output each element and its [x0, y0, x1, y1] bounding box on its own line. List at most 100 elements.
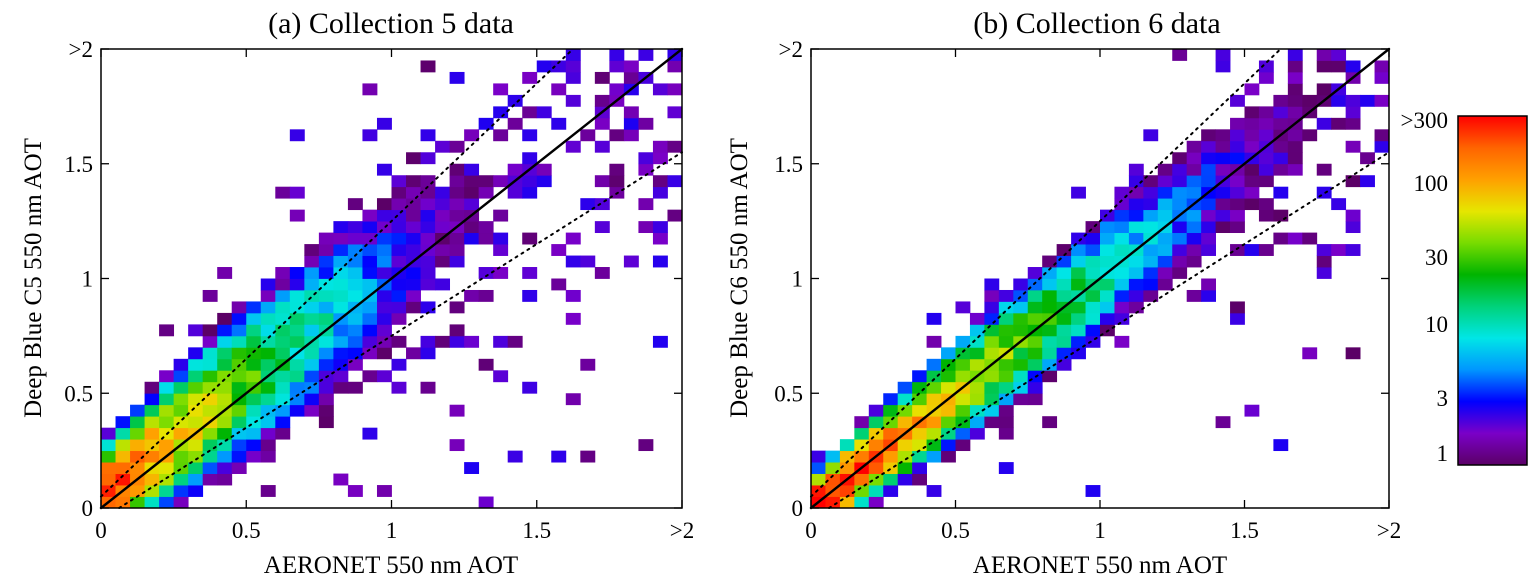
- heatmap-cell: [275, 289, 291, 302]
- heatmap-cell: [246, 370, 262, 383]
- heatmap-cell: [130, 439, 145, 452]
- heatmap-cell: [811, 485, 826, 497]
- heatmap-cell: [202, 439, 218, 452]
- heatmap-cell: [1215, 198, 1231, 211]
- heatmap-cell: [1013, 393, 1029, 406]
- heatmap-cell: [1302, 94, 1318, 107]
- heatmap-cell: [912, 370, 927, 383]
- heatmap-cell: [667, 140, 683, 153]
- heatmap-cell: [1100, 232, 1115, 245]
- heatmap-cell: [1157, 209, 1173, 222]
- heatmap-cell: [275, 427, 291, 440]
- heatmap-cell: [1114, 289, 1130, 302]
- heatmap-cell: [420, 198, 436, 211]
- heatmap-cell: [1071, 312, 1086, 325]
- heatmap-cell: [115, 473, 131, 486]
- heatmap-cell: [1172, 244, 1188, 256]
- heatmap-cell: [623, 117, 639, 130]
- colorbar: 1 3 10 30 100 >300: [1401, 108, 1528, 466]
- heatmap-cell: [202, 358, 218, 371]
- heatmap-cell: [1128, 198, 1144, 211]
- heatmap-cell: [260, 439, 276, 452]
- heatmap-cell: [246, 393, 262, 406]
- heatmap-cell: [912, 393, 927, 406]
- heatmap-cell: [1287, 106, 1303, 119]
- heatmap-cell: [1027, 335, 1043, 348]
- heatmap-cell: [362, 255, 378, 268]
- heatmap-cell: [638, 198, 654, 211]
- heatmap-cell: [1056, 267, 1072, 279]
- heatmap-cell: [1056, 335, 1072, 348]
- heatmap-cell: [1100, 301, 1115, 314]
- heatmap-cell: [1230, 312, 1245, 325]
- heatmap-cell: [275, 347, 291, 360]
- heatmap-cell: [507, 186, 523, 199]
- heatmap-cell: [289, 209, 305, 222]
- heatmap-cell: [289, 301, 305, 314]
- heatmap-cell: [173, 473, 189, 486]
- heatmap-cell: [333, 381, 349, 394]
- heatmap-cell: [1056, 244, 1072, 256]
- heatmap-cell: [941, 381, 956, 394]
- heatmap-cell: [1013, 278, 1029, 291]
- heatmap-cell: [811, 462, 826, 474]
- heatmap-cell: [1345, 175, 1361, 188]
- heatmap-cell: [246, 416, 262, 429]
- y-tick-label: 0: [792, 496, 804, 521]
- heatmap-cell: [1085, 312, 1101, 325]
- heatmap-cell: [1201, 221, 1216, 234]
- heatmap-cell: [507, 450, 523, 463]
- heatmap-cell: [941, 347, 956, 360]
- heatmap-cell: [275, 404, 291, 417]
- heatmap-cell: [1013, 347, 1029, 360]
- heatmap-cell: [1114, 221, 1130, 234]
- heatmap-cell: [144, 404, 160, 417]
- heatmap-cell: [391, 175, 407, 188]
- heatmap-cell: [347, 244, 363, 256]
- heatmap-cell: [130, 416, 145, 429]
- heatmap-cell: [289, 324, 305, 337]
- heatmap-cell: [1056, 278, 1072, 291]
- heatmap-cell: [275, 278, 291, 291]
- heatmap-cell: [926, 439, 942, 452]
- panel-a-reference-lines: [99, 47, 684, 510]
- heatmap-cell: [1100, 255, 1115, 268]
- heatmap-cell: [188, 485, 204, 497]
- heatmap-cell: [811, 450, 826, 463]
- panel-a-ticks: 00 0.5 0.5 1 1 1.5 1.5 >2 >2: [64, 37, 694, 543]
- heatmap-cell: [1230, 152, 1245, 165]
- heatmap-cell: [217, 416, 233, 429]
- heatmap-cell: [318, 381, 334, 394]
- heatmap-cell: [130, 404, 145, 417]
- heatmap-cell: [565, 60, 581, 73]
- heatmap-cell: [362, 427, 378, 440]
- heatmap-cell: [955, 439, 971, 452]
- heatmap-cell: [449, 198, 465, 211]
- heatmap-cell: [144, 393, 160, 406]
- heatmap-cell: [1143, 129, 1159, 142]
- heatmap-cell: [115, 462, 131, 474]
- heatmap-cell: [318, 358, 334, 371]
- heatmap-cell: [260, 381, 276, 394]
- heatmap-cell: [289, 129, 305, 142]
- heatmap-cell: [1331, 117, 1347, 130]
- heatmap-cell: [1085, 244, 1101, 256]
- heatmap-cell: [1345, 117, 1361, 130]
- heatmap-cell: [1042, 335, 1058, 348]
- panel-a-ylabel: Deep Blue C5 550 nm AOT: [20, 138, 47, 418]
- heatmap-cell: [304, 393, 320, 406]
- heatmap-cell: [318, 278, 334, 291]
- heatmap-cell: [362, 312, 378, 325]
- heatmap-cell: [1244, 129, 1260, 142]
- heatmap-cell: [941, 439, 956, 452]
- heatmap-cell: [275, 186, 291, 199]
- heatmap-cell: [1042, 267, 1058, 279]
- panel-a-title: (a) Collection 5 data: [268, 7, 514, 40]
- heatmap-cell: [1100, 312, 1115, 325]
- heatmap-cell: [333, 232, 349, 245]
- x-tick-label: 0.5: [232, 518, 261, 543]
- heatmap-cell: [1215, 209, 1231, 222]
- heatmap-cell: [609, 129, 625, 142]
- heatmap-cell: [1027, 267, 1043, 279]
- heatmap-cell: [1114, 278, 1130, 291]
